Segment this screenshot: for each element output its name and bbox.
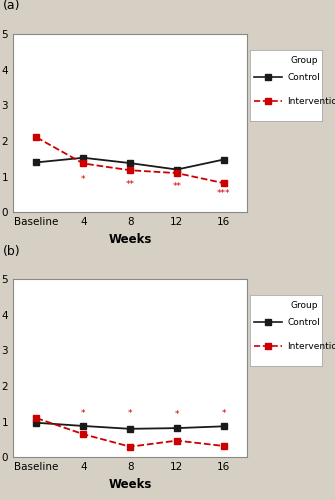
X-axis label: Weeks: Weeks [109, 478, 152, 491]
Text: **: ** [126, 180, 135, 189]
Text: (b): (b) [3, 244, 21, 258]
Text: Intervention: Intervention [287, 96, 335, 106]
Text: *: * [128, 409, 132, 418]
Text: ***: *** [217, 190, 230, 198]
Text: *: * [175, 410, 179, 419]
Text: Control: Control [287, 72, 320, 82]
Text: Control: Control [287, 318, 320, 326]
Text: *: * [81, 174, 85, 184]
Text: Group: Group [291, 56, 318, 65]
Text: *: * [221, 409, 226, 418]
Text: Intervention: Intervention [287, 342, 335, 350]
X-axis label: Weeks: Weeks [109, 233, 152, 246]
Text: *: * [81, 409, 85, 418]
Text: Group: Group [291, 301, 318, 310]
Text: (a): (a) [3, 0, 21, 12]
Text: **: ** [173, 182, 181, 191]
